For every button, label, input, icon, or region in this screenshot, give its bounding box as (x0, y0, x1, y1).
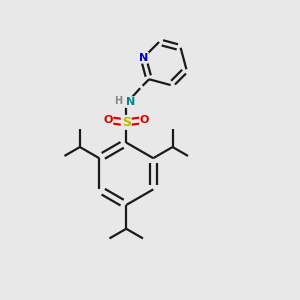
Text: N: N (139, 53, 148, 63)
Text: H: H (114, 96, 122, 106)
Text: O: O (103, 115, 112, 125)
Text: O: O (140, 115, 149, 125)
Text: S: S (122, 116, 131, 129)
Text: N: N (126, 97, 135, 107)
